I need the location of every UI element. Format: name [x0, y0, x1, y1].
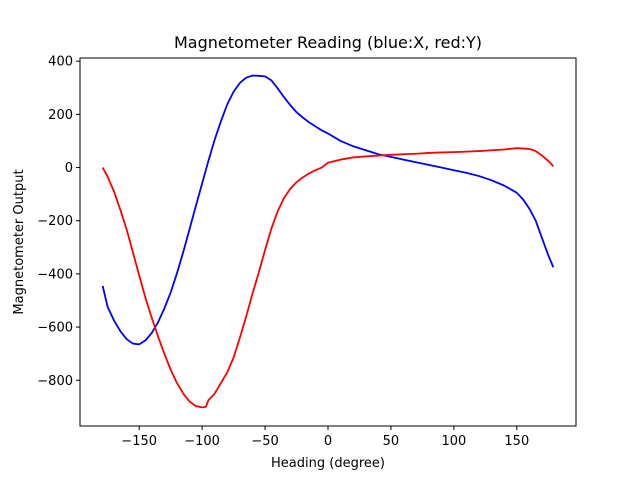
- x-axis-label: Heading (degree): [271, 456, 385, 471]
- x-tick-label: −150: [121, 434, 157, 449]
- y-tick-label: −400: [37, 267, 73, 282]
- y-tick-label: 200: [48, 108, 73, 123]
- x-tick-label: 100: [441, 434, 466, 449]
- y-tick-label: 0: [65, 161, 73, 176]
- y-axis-label: Magnetometer Output: [12, 169, 27, 314]
- y-tick-label: 400: [48, 55, 73, 70]
- chart-title: Magnetometer Reading (blue:X, red:Y): [174, 33, 482, 52]
- y-tick-label: −200: [37, 214, 73, 229]
- series-layer: [101, 74, 555, 409]
- y-axis-ticks: −800 −600 −400 −200 0 200 400: [37, 55, 80, 389]
- series-line-1: [101, 147, 554, 409]
- x-tick-label: 0: [324, 434, 332, 449]
- series-line-0: [101, 74, 555, 346]
- x-axis-ticks: −150 −100 −50 0 50 100 150: [121, 426, 529, 449]
- x-tick-label: −50: [251, 434, 278, 449]
- y-tick-label: −800: [37, 374, 73, 389]
- x-tick-label: −100: [184, 434, 220, 449]
- x-tick-label: 150: [504, 434, 529, 449]
- x-tick-label: 50: [383, 434, 400, 449]
- y-tick-label: −600: [37, 321, 73, 336]
